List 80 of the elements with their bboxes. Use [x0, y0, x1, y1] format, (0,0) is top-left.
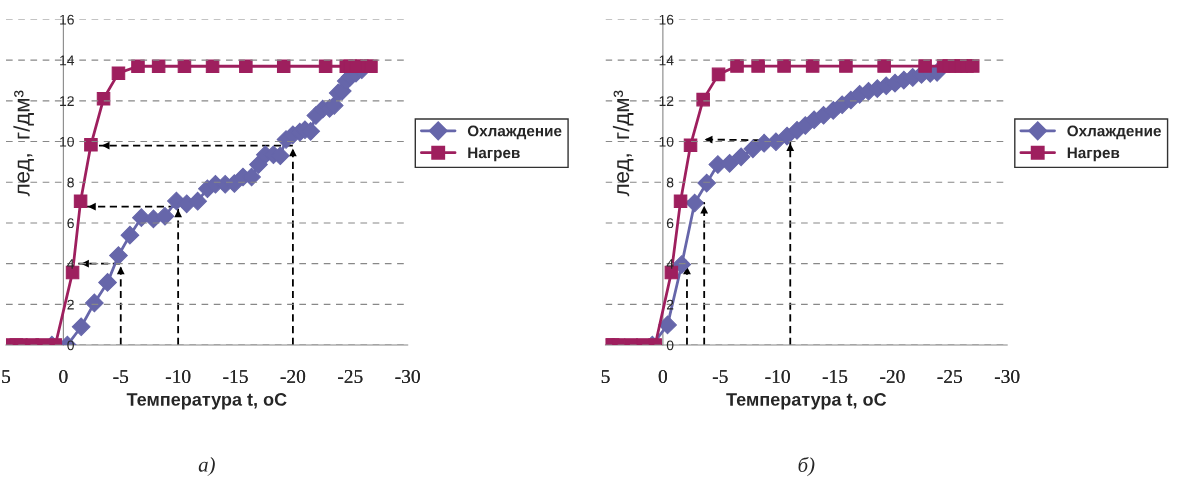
point — [731, 147, 751, 167]
point — [96, 92, 111, 106]
point — [109, 246, 128, 265]
y-tick-label: 14 — [659, 55, 674, 66]
point — [151, 59, 166, 74]
x-tick-label: -25 — [937, 369, 962, 384]
x-tick-label: -30 — [994, 369, 1020, 384]
point — [318, 59, 333, 74]
point — [276, 59, 291, 74]
point — [711, 67, 726, 82]
point — [85, 293, 104, 313]
y-tick-label: 6 — [666, 218, 674, 229]
x-tick-label: -30 — [395, 369, 420, 384]
point — [84, 138, 98, 152]
y-tick-label: 12 — [659, 96, 674, 106]
legend-label: Охлаждение — [467, 125, 562, 140]
x-tick-label: -5 — [712, 370, 728, 384]
y-tick-label: 8 — [666, 177, 674, 188]
point — [155, 206, 175, 226]
y-tick-label: 0 — [666, 340, 674, 351]
point — [777, 59, 791, 73]
y-tick-label: 14 — [60, 55, 75, 66]
x-tick-label: -20 — [880, 369, 905, 384]
x-tick-label: -10 — [165, 369, 191, 384]
x-tick-label: -15 — [822, 370, 848, 384]
point — [805, 59, 820, 73]
point — [720, 153, 740, 173]
x-tick-label: -25 — [338, 369, 363, 384]
point — [877, 59, 891, 73]
y-tick-label: 12 — [60, 96, 74, 106]
text: а) — [198, 457, 215, 477]
y-tick-label: 4 — [666, 259, 674, 269]
y-tick-label: 10 — [60, 136, 74, 147]
point — [364, 59, 378, 74]
x-tick-label: 5 — [601, 370, 610, 384]
point — [177, 59, 192, 74]
point — [658, 315, 677, 335]
y-tick-label: 8 — [67, 177, 74, 188]
y-tick-label: 2 — [67, 299, 74, 310]
x-tick-label: -5 — [113, 370, 129, 384]
point — [839, 59, 853, 73]
point — [205, 59, 220, 74]
legend-label: Нагрев — [468, 147, 520, 162]
point — [697, 173, 717, 193]
point — [751, 59, 765, 73]
point — [918, 59, 932, 73]
point — [120, 225, 140, 245]
x-tick-label: 5 — [2, 370, 11, 384]
x-axis-title: Температура t, оС — [126, 393, 287, 410]
point — [683, 138, 698, 152]
point — [71, 317, 91, 337]
point — [730, 59, 744, 73]
point — [743, 139, 763, 159]
point — [73, 194, 88, 208]
legend-label: Охлаждение — [1067, 125, 1161, 140]
point — [98, 273, 117, 292]
y-tick-label: 10 — [659, 136, 674, 147]
y-tick-label: 16 — [60, 14, 74, 25]
x-tick-label: -20 — [280, 369, 306, 384]
point — [111, 66, 126, 80]
x-axis-title: Температура t, оС — [726, 393, 887, 410]
y-axis-title: лед, г/дм³ — [13, 90, 34, 197]
point — [673, 194, 688, 208]
text: б) — [798, 456, 815, 477]
point — [131, 59, 145, 74]
y-tick-label: 4 — [67, 259, 75, 269]
point — [685, 193, 705, 213]
point — [249, 155, 268, 174]
point — [239, 59, 253, 74]
y-tick-label: 2 — [666, 299, 674, 310]
x-tick-label: -15 — [223, 370, 248, 384]
point — [672, 255, 692, 274]
point — [188, 191, 208, 211]
point — [696, 92, 710, 107]
legend-label: Нагрев — [1067, 147, 1120, 162]
y-axis-title: лед, г/дм³ — [612, 90, 634, 197]
x-tick-label: -10 — [765, 369, 790, 384]
point — [965, 59, 980, 73]
y-tick-label: 6 — [67, 218, 74, 229]
y-tick-label: 16 — [659, 14, 674, 25]
